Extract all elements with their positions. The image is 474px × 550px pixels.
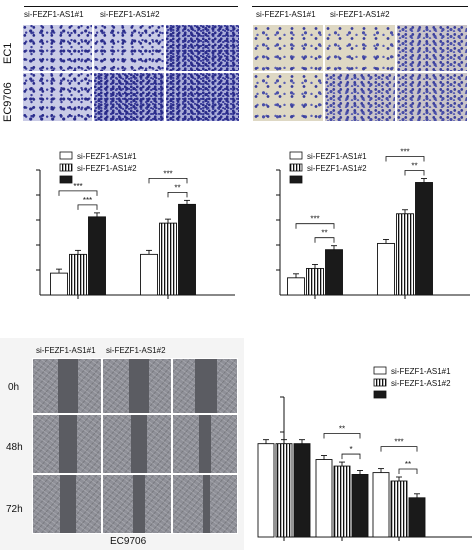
bar-g3-s1 xyxy=(372,472,390,538)
group-label-1: si-FEZF1-AS1#1 xyxy=(24,10,84,19)
significance-label: *** xyxy=(83,196,92,205)
bar-g2-s3 xyxy=(351,474,369,538)
wound-image-72h-2 xyxy=(102,474,172,534)
wound-group-label-1: si-FEZF1-AS1#1 xyxy=(36,346,96,355)
legend-label-1: si-FEZF1-AS1#1 xyxy=(391,367,451,376)
bar-g1-s3 xyxy=(88,216,106,296)
bar-g2-s1 xyxy=(140,253,158,296)
time-label-72h: 72h xyxy=(6,504,23,515)
significance-bracket xyxy=(148,177,188,184)
significance-label: ** xyxy=(405,460,411,469)
micrograph-ec9706-treat xyxy=(165,72,240,122)
legend-swatch-1 xyxy=(289,151,303,160)
micrograph-r1c3 xyxy=(396,24,468,72)
row-label-ec1: EC1 xyxy=(2,42,14,64)
significance-label: *** xyxy=(400,148,409,157)
micrograph-r1c2 xyxy=(324,24,396,72)
significance-label: *** xyxy=(73,182,82,191)
significance-label: ** xyxy=(339,425,345,434)
bar-chart-2: si-FEZF1-AS1#1si-FEZF1-AS1#2********** xyxy=(276,148,470,299)
group-label-2: si-FEZF1-AS1#2 xyxy=(100,10,160,19)
bar-g1-s1 xyxy=(257,443,275,538)
legend-swatch-2 xyxy=(59,163,73,172)
significance-bracket xyxy=(380,446,418,452)
group-bar-right xyxy=(252,6,468,7)
bar-chart-1: si-FEZF1-AS1#1si-FEZF1-AS1#2*********** xyxy=(36,151,235,299)
legend-label-2: si-FEZF1-AS1#2 xyxy=(307,164,367,173)
significance-bracket xyxy=(398,468,418,474)
significance-bracket xyxy=(295,223,335,229)
significance-bracket xyxy=(167,191,188,198)
micrograph-r2c1 xyxy=(252,72,324,122)
bar-g2-s1 xyxy=(315,459,333,538)
significance-label: ** xyxy=(321,229,327,238)
significance-label: *** xyxy=(394,438,403,447)
group-label-1: si-FEZF1-AS1#1 xyxy=(256,10,316,19)
wound-image-0h-1 xyxy=(32,358,102,414)
micrograph-ec9706-ctrl1 xyxy=(22,72,93,122)
wound-caption: EC9706 xyxy=(110,536,147,547)
significance-label: ** xyxy=(411,162,417,171)
group-label-2: si-FEZF1-AS1#2 xyxy=(330,10,390,19)
micrograph-ec9706-ctrl2 xyxy=(93,72,165,122)
legend-label-2: si-FEZF1-AS1#2 xyxy=(391,379,451,388)
significance-bracket xyxy=(385,156,425,162)
group-bar-left xyxy=(24,6,238,7)
wound-image-48h-2 xyxy=(102,414,172,474)
bar-g1-s3 xyxy=(293,443,311,538)
significance-label: *** xyxy=(310,215,319,224)
legend-swatch-1 xyxy=(373,366,387,375)
micrograph-r1c1 xyxy=(252,24,324,72)
row-label-ec9706: EC9706 xyxy=(2,82,14,122)
significance-label: ** xyxy=(174,183,180,192)
wound-image-48h-3 xyxy=(172,414,238,474)
time-label-0h: 0h xyxy=(8,382,20,393)
bar-g2-s3 xyxy=(415,182,433,296)
bar-g2-s3 xyxy=(178,203,196,296)
micrograph-r2c3 xyxy=(396,72,468,122)
micrograph-ec1-treat xyxy=(165,24,240,72)
bar-chart-3: si-FEZF1-AS1#1si-FEZF1-AS1#2******** xyxy=(257,366,472,541)
micrograph-ec1-ctrl1 xyxy=(22,24,93,72)
legend-label-1: si-FEZF1-AS1#1 xyxy=(307,152,367,161)
micrograph-ec1-ctrl2 xyxy=(93,24,165,72)
legend-swatch-3 xyxy=(289,175,303,184)
bar-g2-s2 xyxy=(396,213,414,296)
bar-g1-s2 xyxy=(69,253,87,296)
bar-g2-s2 xyxy=(333,465,351,538)
bar-g1-s1 xyxy=(50,272,68,296)
time-label-48h: 48h xyxy=(6,442,23,453)
wound-image-48h-1 xyxy=(32,414,102,474)
legend-swatch-1 xyxy=(59,151,73,160)
legend-swatch-3 xyxy=(59,175,73,184)
bar-g1-s2 xyxy=(306,267,324,296)
bar-g1-s2 xyxy=(275,443,293,538)
significance-label: *** xyxy=(163,169,172,178)
bar-g1-s3 xyxy=(325,249,343,296)
legend-label-2: si-FEZF1-AS1#2 xyxy=(77,164,137,173)
significance-bracket xyxy=(314,237,335,243)
micrograph-r2c2 xyxy=(324,72,396,122)
significance-bracket xyxy=(341,453,361,460)
legend-swatch-3 xyxy=(373,390,387,399)
significance-bracket xyxy=(77,204,98,210)
wound-group-label-2: si-FEZF1-AS1#2 xyxy=(106,346,166,355)
significance-bracket xyxy=(404,170,425,176)
bar-g1-s1 xyxy=(287,277,305,296)
legend-swatch-2 xyxy=(373,378,387,387)
wound-image-72h-3 xyxy=(172,474,238,534)
wound-image-0h-2 xyxy=(102,358,172,414)
wound-image-72h-1 xyxy=(32,474,102,534)
wound-image-0h-3 xyxy=(172,358,238,414)
bar-g3-s2 xyxy=(390,480,408,538)
significance-label: * xyxy=(349,445,352,454)
legend-swatch-2 xyxy=(289,163,303,172)
significance-bracket xyxy=(58,190,98,196)
bar-g2-s2 xyxy=(159,222,177,296)
bar-g2-s1 xyxy=(377,242,395,296)
legend-label-1: si-FEZF1-AS1#1 xyxy=(77,152,137,161)
bar-g3-s3 xyxy=(408,497,426,538)
significance-bracket xyxy=(323,433,361,439)
